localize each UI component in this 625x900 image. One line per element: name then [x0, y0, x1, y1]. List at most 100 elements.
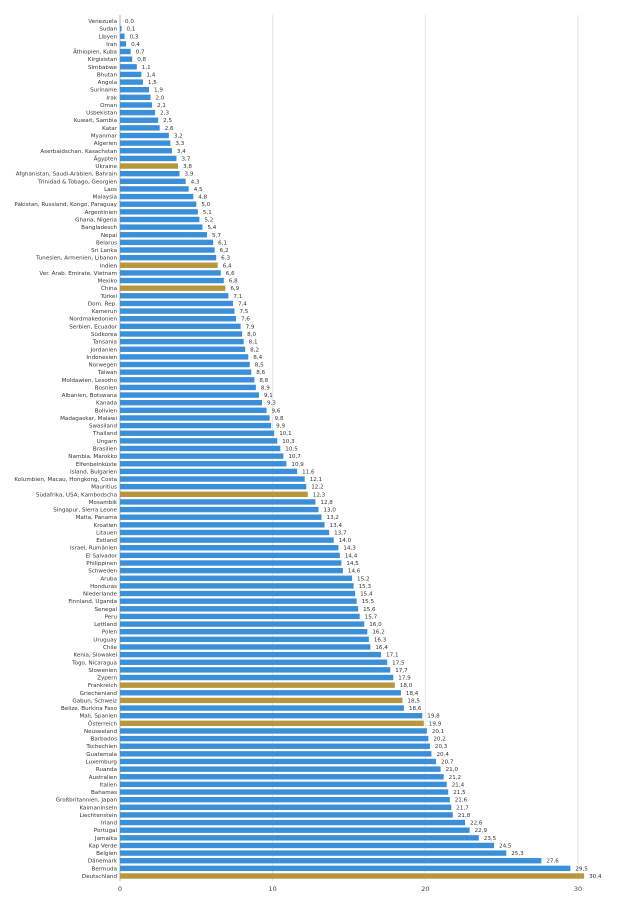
category-label: Simbabwe — [88, 65, 118, 71]
data-label: 0,7 — [136, 50, 145, 56]
category-label: Swasiland — [89, 424, 118, 430]
bar — [120, 79, 143, 85]
data-label: 8,8 — [259, 378, 268, 384]
x-tick-label: 30 — [574, 885, 582, 893]
data-label: 15,7 — [365, 614, 378, 620]
bar — [120, 64, 137, 70]
data-label: 14,3 — [343, 546, 356, 552]
data-label: 19,9 — [429, 721, 442, 727]
category-label: Tansania — [92, 340, 117, 346]
category-label: Belgien — [96, 851, 117, 857]
bar — [120, 201, 197, 207]
bar — [120, 155, 177, 162]
data-label: 1,5 — [148, 80, 157, 86]
bar — [120, 87, 150, 93]
data-label: 0,3 — [130, 34, 139, 40]
bar — [120, 216, 200, 223]
data-label: 5,0 — [201, 202, 210, 208]
data-label: 15,4 — [360, 592, 373, 598]
data-label: 22,9 — [475, 828, 488, 834]
data-label: 3,2 — [174, 134, 183, 140]
data-label: 15,2 — [357, 576, 369, 582]
bar — [120, 522, 325, 528]
data-label: 4,8 — [198, 195, 207, 201]
category-label: Belize, Burkina Faso — [61, 706, 118, 712]
category-label: Zypern — [97, 676, 117, 682]
bar — [120, 483, 307, 490]
bar — [120, 827, 470, 833]
category-label: Bahamas — [91, 790, 117, 796]
bar — [120, 262, 218, 268]
category-label: Griechenland — [80, 691, 118, 697]
data-label: 21,2 — [449, 775, 461, 781]
bar — [120, 109, 156, 116]
data-label: 1,9 — [154, 88, 163, 94]
category-label: Suriname — [90, 88, 117, 94]
data-label: 3,3 — [175, 141, 184, 147]
data-label: 18,5 — [407, 698, 420, 704]
bar — [120, 193, 194, 200]
bar — [120, 735, 429, 742]
data-label: 25,3 — [511, 851, 524, 857]
bar — [120, 590, 356, 597]
bar — [120, 476, 305, 482]
bar — [120, 407, 267, 414]
category-label: Tschechien — [85, 744, 117, 750]
data-label: 9,6 — [272, 408, 281, 414]
data-label: 13,4 — [330, 523, 343, 529]
bar — [120, 445, 281, 452]
category-label: Deutschland — [82, 874, 118, 880]
category-label: Finnland, Uganda — [68, 599, 117, 605]
bar — [120, 812, 453, 818]
bar — [120, 354, 249, 360]
category-label: Ver. Arab. Emirate, Vietnam — [39, 271, 117, 277]
category-label: Senegal — [94, 607, 117, 613]
data-label: 22,6 — [470, 821, 483, 827]
bar — [120, 377, 255, 383]
category-label: Mali, Spanien — [79, 714, 117, 720]
bar — [120, 468, 298, 475]
bar — [120, 545, 339, 551]
data-label: 8,0 — [247, 332, 256, 338]
data-label: 27,6 — [546, 859, 559, 865]
bar — [120, 71, 142, 78]
data-label: 10,3 — [282, 439, 295, 445]
category-label: Kamerun — [92, 309, 118, 315]
bar — [120, 438, 278, 444]
data-label: 14,0 — [339, 538, 352, 544]
data-label: 8,2 — [250, 347, 259, 353]
bar — [120, 743, 430, 749]
category-label: Guatemala — [86, 752, 117, 758]
bar — [120, 606, 359, 612]
bar — [120, 598, 357, 604]
category-label: Lettland — [94, 622, 117, 628]
data-label: 4,5 — [194, 187, 203, 193]
category-label: Malaysia — [93, 195, 117, 201]
category-label: Trinidad & Tobago, Georgien — [37, 179, 117, 185]
bar — [120, 651, 382, 658]
category-label: Israel, Rumänien — [70, 546, 117, 552]
bar — [120, 682, 395, 688]
category-label: Bhutan — [97, 72, 118, 78]
category-label: Barbados — [91, 737, 118, 743]
data-label: 20,3 — [435, 744, 448, 750]
data-label: 17,1 — [386, 653, 399, 659]
bar — [120, 293, 229, 299]
bars — [120, 25, 585, 879]
category-label: Irak — [106, 95, 117, 101]
data-label: 2,3 — [160, 111, 169, 117]
bar — [120, 361, 250, 368]
bar — [120, 285, 226, 291]
bar — [120, 667, 391, 673]
category-label: Luxemburg — [86, 759, 118, 765]
bar — [120, 499, 316, 505]
data-label: 19,8 — [427, 714, 440, 720]
category-label: Moldawien, Lesotho — [62, 378, 118, 384]
bar — [120, 865, 571, 872]
category-label: Dänemark — [88, 859, 118, 865]
category-label: Ghana, Nigeria — [75, 217, 117, 223]
category-label: Nordmakedonien — [69, 317, 117, 323]
category-label: Ungarn — [97, 439, 118, 445]
bar — [120, 308, 235, 314]
